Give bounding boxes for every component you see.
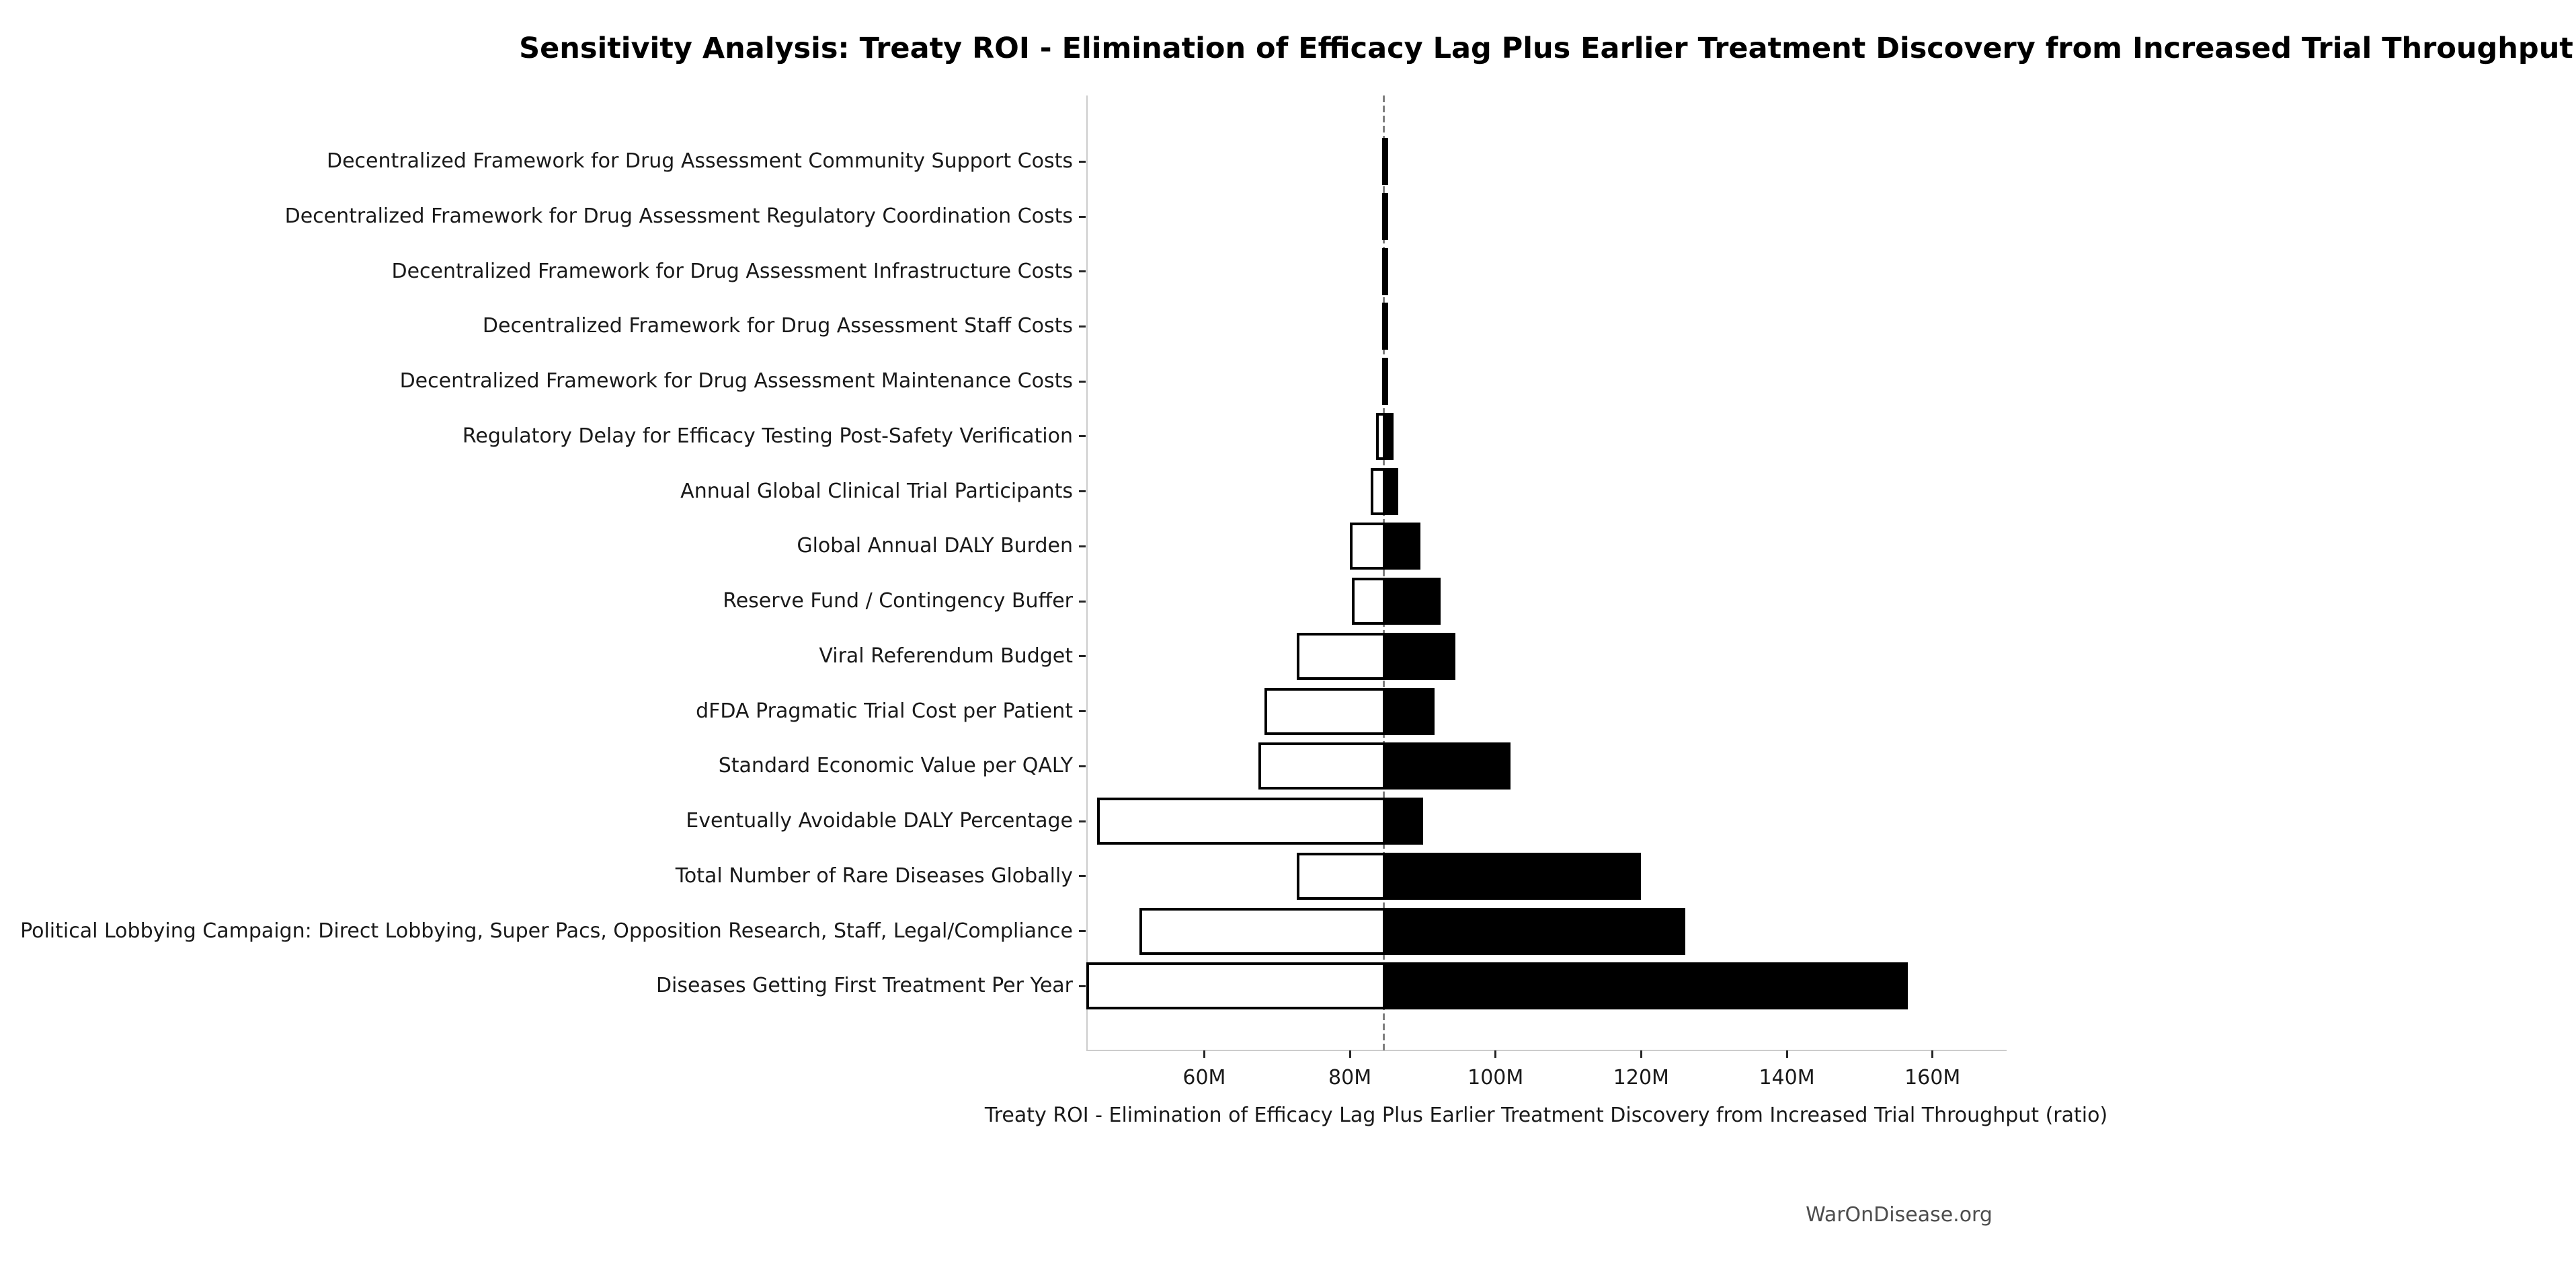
high-bar: [1382, 523, 1420, 570]
category-label: Decentralized Framework for Drug Assessm…: [399, 369, 1073, 393]
category-label: Diseases Getting First Treatment Per Yea…: [655, 974, 1073, 998]
category-label: Annual Global Clinical Trial Participant…: [680, 479, 1073, 503]
x-tick-label: 120M: [1613, 1066, 1669, 1089]
x-axis-line: [1086, 1050, 2007, 1051]
low-bar: [1264, 687, 1385, 735]
category-label: Viral Referendum Budget: [819, 644, 1073, 668]
category-label: Eventually Avoidable DALY Percentage: [686, 809, 1073, 833]
category-label: Decentralized Framework for Drug Assessm…: [327, 149, 1073, 174]
y-tick: [1079, 490, 1086, 493]
y-tick: [1079, 710, 1086, 713]
category-label: Decentralized Framework for Drug Assessm…: [391, 259, 1073, 283]
low-bar: [1381, 358, 1387, 406]
y-tick: [1079, 545, 1086, 547]
baseline-dashed-line: [1383, 95, 1385, 1050]
y-tick: [1079, 930, 1086, 933]
low-bar: [1381, 138, 1387, 186]
x-tick: [1785, 1050, 1788, 1058]
y-tick: [1079, 160, 1086, 163]
y-axis-line: [1086, 95, 1088, 1050]
high-bar: [1382, 798, 1424, 845]
category-label: dFDA Pragmatic Trial Cost per Patient: [696, 699, 1073, 723]
low-bar: [1297, 632, 1385, 680]
x-tick: [1640, 1050, 1642, 1058]
x-tick-label: 60M: [1182, 1066, 1226, 1089]
high-bar: [1382, 962, 1908, 1010]
y-tick: [1079, 820, 1086, 822]
y-tick: [1079, 215, 1086, 218]
low-bar: [1381, 193, 1387, 241]
high-bar: [1382, 687, 1435, 735]
category-label: Standard Economic Value per QALY: [718, 754, 1073, 778]
y-tick: [1079, 600, 1086, 603]
y-tick: [1079, 765, 1086, 767]
y-tick: [1079, 325, 1086, 328]
y-tick: [1079, 875, 1086, 878]
low-bar: [1352, 578, 1385, 625]
footer-watermark: WarOnDisease.org: [1806, 1203, 1993, 1227]
y-tick: [1079, 655, 1086, 658]
category-label: Regulatory Delay for Efficacy Testing Po…: [462, 424, 1073, 448]
x-tick: [1931, 1050, 1934, 1058]
category-label: Global Annual DALY Burden: [797, 534, 1073, 558]
low-bar: [1139, 907, 1385, 955]
high-bar: [1382, 632, 1455, 680]
high-bar: [1382, 578, 1441, 625]
x-axis-label: Treaty ROI - Elimination of Efficacy Lag…: [984, 1104, 2108, 1127]
chart-title: Sensitivity Analysis: Treaty ROI - Elimi…: [519, 32, 2573, 65]
low-bar: [1097, 798, 1385, 845]
high-bar: [1382, 742, 1511, 790]
high-bar: [1382, 852, 1642, 900]
high-bar: [1382, 907, 1686, 955]
x-tick-label: 100M: [1467, 1066, 1524, 1089]
x-tick-label: 160M: [1904, 1066, 1961, 1089]
category-label: Decentralized Framework for Drug Assessm…: [284, 204, 1073, 229]
y-tick: [1079, 435, 1086, 438]
x-tick: [1494, 1050, 1497, 1058]
x-tick-label: 80M: [1328, 1066, 1372, 1089]
low-bar: [1350, 523, 1385, 570]
y-tick: [1079, 270, 1086, 273]
category-label: Decentralized Framework for Drug Assessm…: [482, 314, 1073, 338]
low-bar: [1381, 247, 1387, 295]
category-label: Political Lobbying Campaign: Direct Lobb…: [20, 919, 1073, 943]
x-tick-label: 140M: [1759, 1066, 1815, 1089]
low-bar: [1258, 742, 1385, 790]
low-bar: [1297, 852, 1385, 900]
low-bar: [1086, 962, 1385, 1010]
y-tick: [1079, 985, 1086, 987]
category-label: Reserve Fund / Contingency Buffer: [723, 589, 1073, 613]
low-bar: [1376, 412, 1385, 460]
low-bar: [1381, 303, 1387, 350]
category-label: Total Number of Rare Diseases Globally: [675, 863, 1073, 888]
x-tick: [1203, 1050, 1205, 1058]
y-tick: [1079, 380, 1086, 383]
x-tick: [1349, 1050, 1351, 1058]
low-bar: [1370, 467, 1385, 515]
